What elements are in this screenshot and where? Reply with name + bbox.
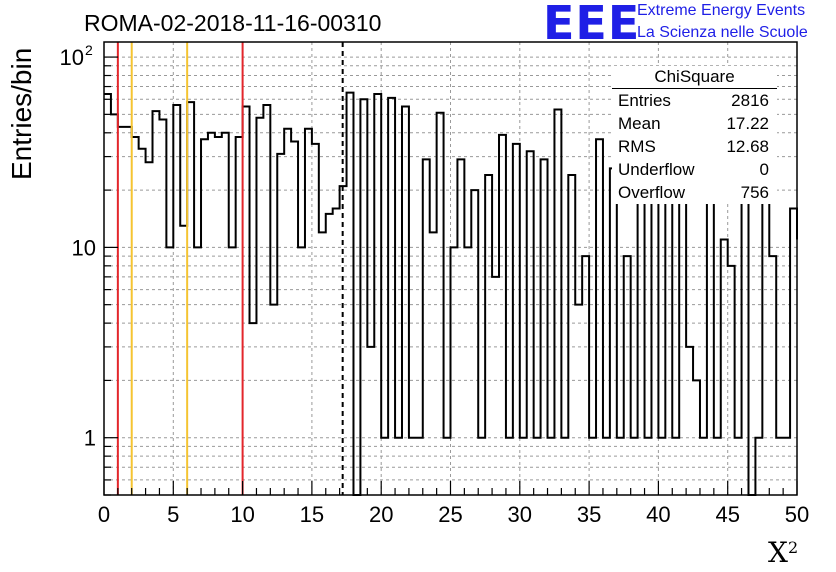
stats-row-underflow: Underflow 0 — [618, 160, 769, 179]
x-tick-label: 5 — [167, 502, 179, 527]
x-tick-label: 50 — [785, 502, 809, 527]
logo-line-2: La Scienza nelle Scuole — [637, 24, 808, 41]
x-tick-label: 45 — [715, 502, 739, 527]
logo-line-1: Extreme Energy Events — [637, 2, 806, 19]
y-tick-label: 10 — [72, 235, 96, 260]
x-tick-label: 25 — [438, 502, 462, 527]
y-tick-label: 10 — [60, 45, 84, 70]
x-axis-label: X2 — [768, 536, 799, 569]
stats-row-overflow: Overflow 756 — [618, 183, 769, 202]
eee-logo: EEE — [543, 0, 641, 50]
stats-row-rms: RMS 12.68 — [618, 137, 769, 156]
chart-title: ROMA-02-2018-11-16-00310 — [84, 10, 382, 36]
stats-title: ChiSquare — [612, 66, 777, 89]
x-tick-label: 10 — [230, 502, 254, 527]
y-axis-label: Entries/bin — [6, 47, 37, 180]
stats-row-mean: Mean 17.22 — [618, 114, 769, 133]
x-tick-label: 0 — [98, 502, 110, 527]
x-tick-label: 35 — [577, 502, 601, 527]
stats-row-entries: Entries 2816 — [618, 91, 769, 110]
x-tick-label: 40 — [646, 502, 670, 527]
y-tick-label-exponent: 2 — [85, 42, 93, 58]
x-tick-label: 30 — [508, 502, 532, 527]
stats-box: ChiSquare Entries 2816 Mean 17.22 RMS 12.68… — [612, 66, 777, 204]
x-tick-label: 15 — [300, 502, 324, 527]
x-tick-label: 20 — [369, 502, 393, 527]
y-tick-label: 1 — [84, 426, 96, 451]
